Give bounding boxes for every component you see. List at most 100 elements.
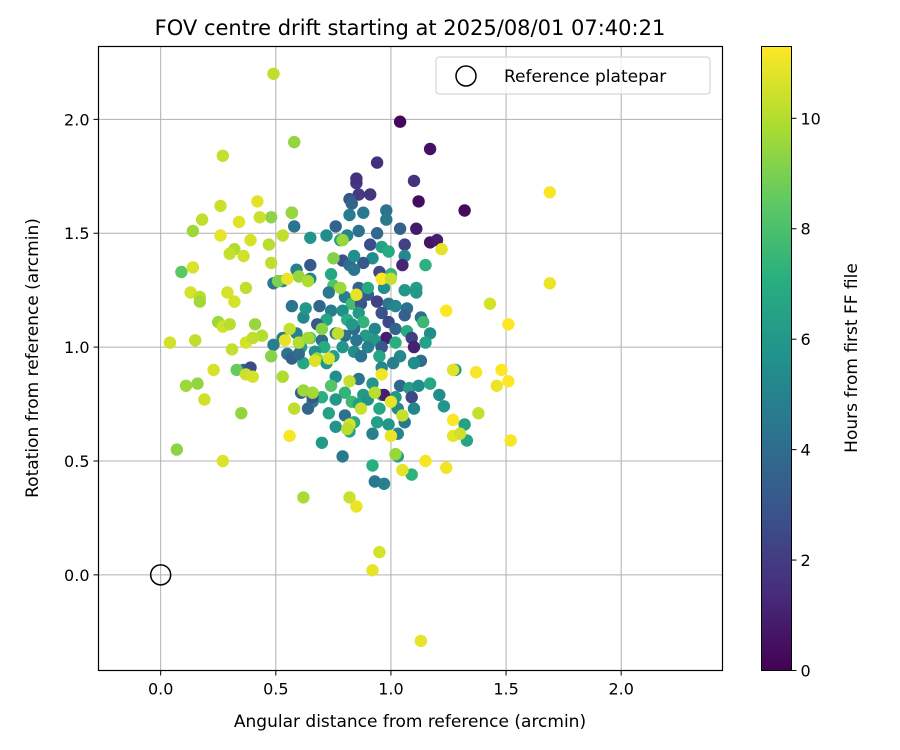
data-point: [543, 186, 556, 199]
data-point: [398, 309, 411, 322]
data-point: [417, 315, 430, 329]
data-point: [396, 409, 409, 422]
colorbar-tick-label: 6: [801, 330, 811, 349]
legend-marker-reference: [455, 65, 477, 87]
data-point: [221, 286, 234, 299]
y-axis-label: Rotation from reference (arcmin): [23, 218, 43, 498]
data-point: [207, 363, 220, 377]
data-point: [440, 304, 453, 317]
data-point: [322, 286, 335, 299]
data-point: [423, 377, 437, 390]
data-point: [407, 340, 421, 354]
data-point: [191, 377, 204, 390]
data-point: [446, 413, 460, 427]
colorbar-tick-label: 8: [801, 220, 811, 239]
x-tick-label: 1.5: [493, 680, 518, 699]
data-point: [405, 468, 418, 481]
data-point: [389, 322, 402, 336]
data-point: [285, 206, 299, 219]
data-point: [281, 272, 294, 285]
data-point: [543, 277, 556, 290]
data-point: [412, 195, 425, 208]
data-point: [283, 322, 296, 336]
data-point: [198, 393, 211, 406]
data-point: [184, 286, 197, 299]
data-point: [324, 379, 338, 392]
data-point: [244, 233, 257, 247]
data-point: [393, 222, 407, 235]
data-point: [382, 245, 395, 258]
data-point: [223, 318, 236, 331]
data-point: [288, 220, 301, 233]
data-point: [225, 343, 239, 356]
data-point: [318, 340, 331, 354]
data-point: [373, 350, 386, 363]
data-point: [345, 318, 358, 331]
data-point: [361, 281, 375, 295]
data-point: [350, 500, 363, 513]
data-point: [370, 156, 384, 169]
data-point: [175, 265, 188, 279]
data-point: [410, 222, 423, 235]
data-point: [235, 407, 248, 420]
data-point: [366, 459, 379, 472]
data-point: [327, 252, 340, 265]
data-point: [308, 354, 322, 367]
data-point: [504, 434, 517, 447]
data-point: [214, 199, 227, 213]
data-point: [315, 436, 329, 449]
y-tick-label: 1.5: [64, 224, 89, 243]
data-point: [435, 243, 448, 256]
data-point: [345, 197, 358, 210]
data-point: [186, 224, 200, 238]
data-point: [440, 461, 453, 474]
data-point: [265, 211, 278, 224]
data-point: [389, 447, 402, 461]
data-point: [502, 375, 515, 388]
data-point: [377, 477, 391, 490]
data-point: [375, 306, 388, 320]
data-point: [278, 334, 292, 347]
data-point: [370, 416, 384, 429]
x-tick-label: 2.0: [608, 680, 633, 699]
data-point: [228, 295, 241, 308]
data-point: [384, 395, 398, 408]
data-point: [502, 318, 515, 331]
data-point: [265, 256, 278, 270]
data-point: [350, 288, 363, 301]
data-point: [230, 363, 243, 377]
data-point: [370, 295, 384, 308]
data-point: [366, 427, 379, 440]
data-point: [352, 224, 365, 238]
data-point: [223, 247, 236, 260]
data-point: [251, 195, 264, 208]
data-point: [285, 299, 299, 313]
data-point: [313, 299, 326, 313]
data-point: [347, 249, 361, 263]
data-point: [246, 370, 259, 383]
data-point: [472, 407, 485, 420]
data-point: [237, 249, 250, 263]
data-point: [375, 272, 388, 285]
data-point: [193, 295, 206, 308]
data-point: [423, 142, 437, 156]
data-point: [375, 368, 388, 381]
data-point: [380, 204, 393, 217]
y-tick-label: 1.0: [64, 338, 89, 357]
data-point: [329, 393, 342, 406]
data-point: [315, 391, 329, 404]
data-point: [352, 188, 365, 201]
data-point: [329, 220, 342, 233]
data-point: [419, 454, 432, 468]
data-point: [343, 491, 356, 504]
data-point: [297, 491, 310, 504]
colorbar-tick-label: 0: [801, 662, 811, 681]
data-point: [396, 463, 409, 477]
data-point: [336, 340, 349, 354]
data-point: [186, 261, 200, 274]
data-point: [405, 391, 418, 404]
data-point: [389, 299, 402, 313]
data-point: [329, 420, 342, 433]
data-point: [382, 418, 395, 431]
data-point: [292, 336, 305, 349]
